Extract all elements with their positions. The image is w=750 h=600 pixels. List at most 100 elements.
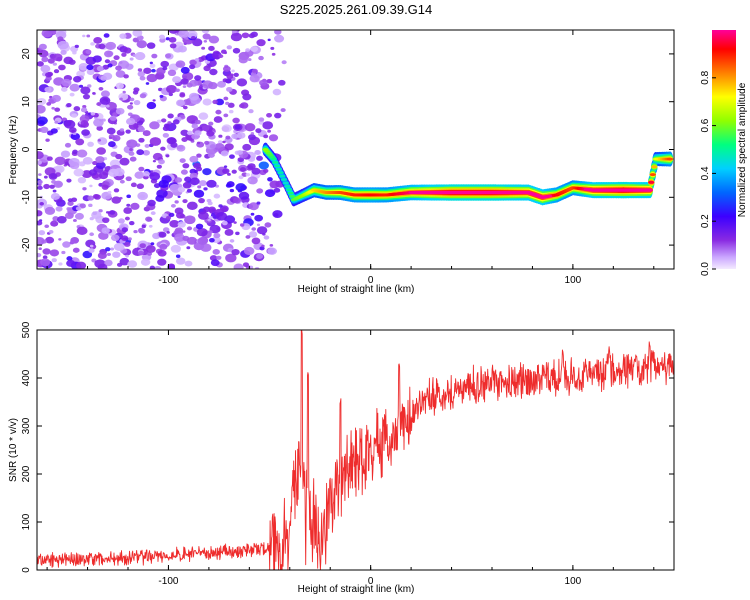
spectrogram-noise-blob: [225, 135, 231, 140]
spectrogram-noise-blob: [61, 78, 72, 87]
spectrogram-noise-blob: [139, 93, 147, 99]
spectrogram-ridge-cell: [648, 180, 655, 184]
spectrogram-xtick-label: 0: [368, 275, 374, 286]
spectrogram-noise-blob: [208, 230, 213, 234]
spectrogram-noise-blob: [254, 149, 261, 156]
spectrogram-noise-blob: [182, 75, 188, 79]
spectrogram-noise-blob: [177, 195, 181, 198]
spectrogram-noise-blob: [85, 49, 92, 55]
spectrogram-noise-blob: [223, 51, 228, 55]
spectrogram-noise-blob: [105, 41, 116, 50]
spectrogram-noise-blob: [223, 165, 228, 168]
spectrogram-noise-blob: [38, 49, 49, 58]
spectrogram-noise-blob: [204, 140, 210, 145]
snr-ytick-label: 100: [21, 513, 32, 530]
spectrogram-noise-blob: [115, 107, 125, 115]
spectrogram-noise-blob: [121, 227, 129, 233]
spectrogram-noise-blob: [78, 84, 84, 88]
spectrogram-noise-blob: [106, 252, 111, 257]
colorbar-tick-label: 0.6: [700, 118, 711, 132]
spectrogram-noise-blob: [66, 103, 72, 108]
spectrogram-noise-blob: [175, 212, 185, 219]
spectrogram-noise-blob: [231, 249, 240, 256]
spectrogram-noise-blob: [123, 241, 131, 247]
spectrogram-noise-blob: [162, 66, 168, 71]
spectrogram-noise-blob: [80, 86, 91, 95]
spectrogram-noise-blob: [272, 210, 283, 219]
spectrogram-noise-blob: [241, 32, 250, 39]
spectrogram-ridge-cell: [282, 181, 289, 185]
spectrogram-noise-blob: [41, 56, 49, 63]
spectrogram-noise-blob: [73, 76, 82, 83]
snr-ytick-label: 200: [21, 465, 32, 482]
spectrogram-noise-blob: [50, 192, 60, 200]
spectrogram-noise-blob: [37, 116, 48, 125]
spectrogram-noise-blob: [124, 216, 130, 221]
spectrogram-noise-blob: [56, 215, 67, 224]
spectrogram-noise-blob: [217, 80, 226, 88]
spectrogram-noise-blob: [281, 60, 287, 65]
spectrogram-noise-blob: [182, 199, 188, 204]
spectrogram-noise-blob: [43, 175, 48, 179]
spectrogram-noise-blob: [238, 56, 248, 64]
spectrogram-noise-blob: [212, 249, 220, 255]
spectrogram-noise-blob: [37, 179, 43, 185]
spectrogram-noise-blob: [168, 30, 179, 34]
spectrogram-noise-blob: [248, 265, 254, 269]
spectrogram-noise-blob: [151, 53, 158, 59]
spectrogram-noise-blob: [251, 68, 258, 74]
spectrogram-noise-blob: [256, 226, 268, 235]
spectrogram-noise-blob: [100, 75, 107, 81]
spectrogram-noise-blob: [186, 130, 193, 136]
spectrogram-noise-blob: [230, 32, 243, 42]
spectrogram-noise-blob: [162, 132, 169, 138]
spectrogram-noise-blob: [236, 150, 244, 155]
spectrogram-ylabel: Frequency (Hz): [8, 116, 19, 185]
spectrogram-noise-blob: [89, 232, 95, 237]
spectrogram-noise-blob: [133, 229, 138, 234]
spectrogram-noise-blob: [197, 237, 208, 245]
spectrogram-noise-blob: [113, 188, 120, 193]
spectrogram-noise-blob: [64, 142, 72, 148]
spectrogram-noise-blob: [256, 155, 263, 161]
spectrogram-noise-blob: [137, 126, 145, 133]
spectrogram-noise-blob: [274, 112, 282, 119]
spectrogram-noise-blob: [37, 220, 43, 226]
spectrogram-noise-blob: [137, 68, 143, 72]
spectrogram-noise-blob: [181, 137, 188, 143]
spectrogram-noise-blob: [251, 237, 261, 245]
spectrogram-noise-blob: [127, 104, 134, 110]
spectrogram-noise-blob: [174, 177, 183, 183]
spectrogram-noise-blob: [229, 154, 235, 159]
spectrogram-noise-blob: [162, 227, 170, 233]
spectrogram-noise-blob: [126, 203, 131, 207]
colorbar-tick-label: 0.2: [700, 214, 711, 228]
spectrogram-noise-blob: [40, 64, 51, 73]
spectrogram-noise-blob: [224, 229, 234, 236]
spectrogram-noise-blob: [209, 68, 218, 76]
spectrogram-noise-blob: [145, 245, 156, 253]
spectrogram-noise-blob: [167, 121, 172, 125]
spectrogram-noise-blob: [218, 204, 223, 208]
spectrogram-noise-blob: [126, 139, 138, 148]
spectrogram-noise-blob: [202, 206, 211, 213]
spectrogram-noise-blob: [267, 38, 271, 42]
spectrogram-noise-blob: [224, 143, 234, 151]
spectrogram-noise-blob: [158, 231, 167, 238]
spectrogram-noise-blob: [140, 258, 151, 266]
spectrogram-noise-blob: [189, 168, 197, 175]
spectrogram-noise-blob: [111, 196, 122, 204]
spectrogram-noise-blob: [186, 188, 193, 193]
spectrogram-noise-blob: [174, 233, 185, 242]
spectrogram-noise-blob: [132, 30, 143, 37]
spectrogram-noise-blob: [175, 254, 181, 258]
spectrogram-noise-blob: [168, 36, 177, 43]
spectrogram-noise-blob: [106, 127, 116, 135]
spectrogram-noise-blob: [37, 61, 44, 67]
spectrogram-noise-blob: [166, 231, 170, 234]
spectrogram-noise-blob: [116, 262, 123, 267]
spectrogram-noise-blob: [110, 247, 115, 251]
spectrogram-noise-blob: [234, 124, 241, 130]
spectrogram-noise-blob: [56, 126, 61, 130]
spectrogram-noise-blob: [82, 250, 93, 259]
